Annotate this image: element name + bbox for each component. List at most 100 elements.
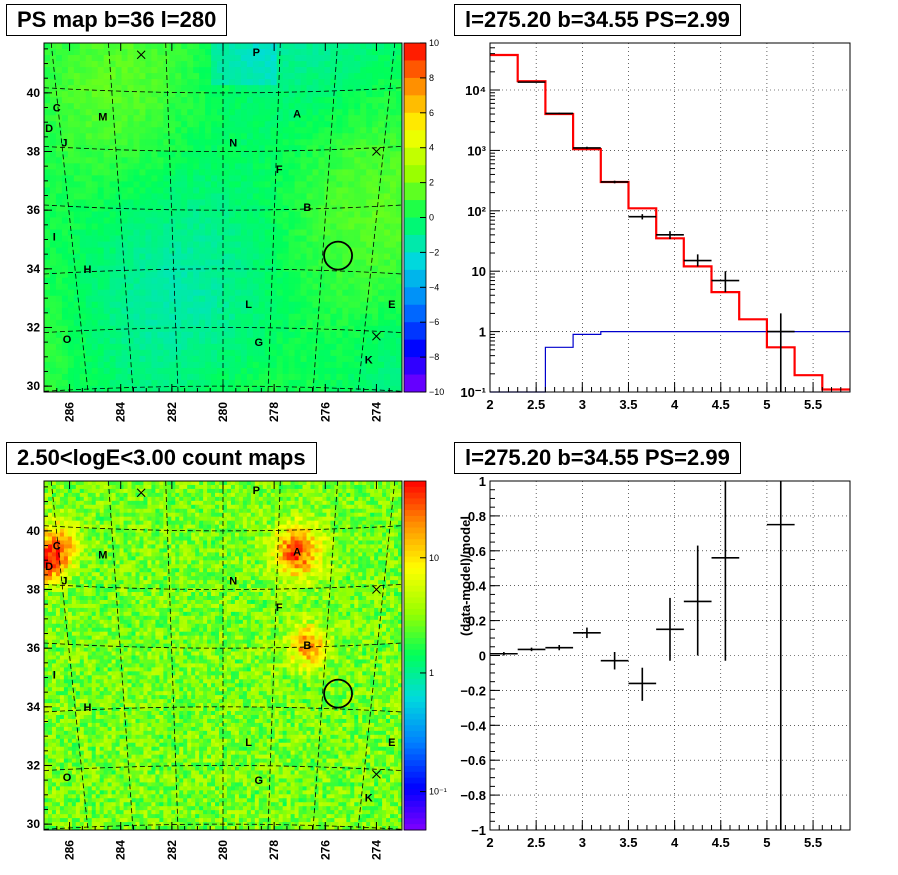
grid-lon-274 (357, 42, 396, 393)
source-label-L: L (245, 299, 252, 311)
x-tick-label: 282 (165, 402, 179, 422)
colorbar-cell (404, 667, 426, 674)
colorbar-cell (404, 95, 426, 114)
source-label-E: E (388, 737, 395, 749)
source-label-L: L (245, 737, 252, 749)
residual-title: l=275.20 b=34.55 PS=2.99 (454, 442, 741, 474)
cross-marker (136, 488, 146, 498)
y-tick-label: −1 (471, 823, 486, 838)
x-tick-label: 3 (579, 397, 586, 412)
colorbar-cell (404, 591, 426, 598)
colorbar-cell (404, 608, 426, 616)
colorbar-cell (404, 112, 426, 131)
colorbar-cell (404, 638, 426, 645)
source-label-J: J (61, 576, 67, 588)
source-label-F: F (276, 164, 283, 176)
source-labels: P A M CDJ N F B I H L E O G K (45, 47, 395, 367)
y-tick-label: 40 (27, 524, 41, 538)
colorbar-cell (404, 539, 426, 546)
y-tick-label: −0.2 (460, 683, 486, 698)
plot-frame (489, 42, 851, 393)
count-map-title: 2.50<logE<3.00 count maps (6, 442, 317, 474)
colorbar-cell (404, 533, 426, 540)
colorbar-cell (404, 800, 426, 808)
colorbar-cell (404, 182, 426, 201)
colorbar-cell (404, 544, 426, 552)
colorbar-tick-label: 10 (429, 38, 439, 48)
source-label-I: I (53, 232, 56, 244)
colorbar-cell (404, 725, 426, 732)
colorbar-cell (404, 707, 426, 715)
model-blue-line (490, 331, 850, 393)
x-tick-label: 278 (267, 840, 281, 860)
colorbar-tick-label: −4 (429, 282, 439, 292)
x-tick-label: 2.5 (527, 835, 545, 850)
colorbar-tick-label: 0 (429, 213, 434, 223)
grid-lon-274 (357, 480, 396, 831)
colorbar-cell (404, 742, 426, 750)
colorbar-cell (404, 632, 426, 639)
coordinate-grid (43, 480, 403, 831)
source-label-A: A (293, 108, 301, 120)
colorbar-tick-label: 8 (429, 73, 434, 83)
y-tick-label: 30 (27, 379, 41, 393)
colorbar-cell (404, 217, 426, 236)
colorbar-cell (404, 130, 426, 149)
colorbar-cell (404, 614, 426, 622)
colorbar-cell (404, 783, 426, 790)
colorbar-tick-label: −10 (429, 387, 444, 397)
colorbar-cell (404, 574, 426, 581)
colorbar-cell (404, 754, 426, 761)
x-tick-label: 4.5 (712, 397, 730, 412)
residual-panel: 2 2.5 3 3.5 4 4.5 5 5.5 1 0.8 0.6 0.4 0.2 0 −0.2 −0.4 −0… (458, 474, 851, 850)
colorbar-cell (404, 731, 426, 738)
colorbar-cell (404, 603, 426, 610)
colorbar-cell (404, 269, 426, 288)
selected-region-circle (323, 240, 353, 271)
colorbar-cell (404, 795, 426, 802)
grid-lon-282 (165, 480, 179, 831)
cross-marker (372, 147, 381, 156)
x-tick-label: 284 (114, 402, 128, 422)
x-tick-label: 2 (486, 835, 493, 850)
x-tick-label: 3.5 (619, 835, 637, 850)
x-tick-label: 276 (318, 402, 332, 422)
y-tick-label: 10⁴ (465, 83, 486, 98)
y-tick-label: 10⁻¹ (460, 385, 486, 400)
x-tick-label: 4.5 (712, 835, 730, 850)
source-label-F: F (276, 602, 283, 614)
colorbar-cell (404, 748, 426, 755)
source-label-K: K (365, 793, 373, 805)
x-tick-label: 2 (486, 397, 493, 412)
colorbar-cell (404, 550, 426, 558)
source-label-O: O (63, 334, 72, 346)
colorbar-tick-label: 6 (429, 108, 434, 118)
colorbar-cell (404, 556, 426, 563)
y-tick-label: 38 (27, 583, 41, 597)
x-tick-label: 3.5 (619, 397, 637, 412)
y-tick-label: 38 (27, 145, 41, 159)
colorbar-cell (404, 649, 426, 656)
y-tick-label: 0.8 (468, 509, 486, 524)
grid-lon-284 (108, 480, 134, 831)
grid-lon-284 (108, 42, 134, 393)
y-tick-label: 36 (27, 203, 41, 217)
spectrum-title: l=275.20 b=34.55 PS=2.99 (454, 4, 741, 36)
x-tick-label: 282 (165, 840, 179, 860)
colorbar-cell (404, 498, 426, 505)
colorbar-cell (404, 357, 426, 376)
x-tick-label: 284 (114, 840, 128, 860)
colorbar-cell (404, 713, 426, 720)
y-tick-label: 0.4 (468, 579, 487, 594)
source-label-D: D (45, 561, 53, 573)
colorbar-cell (404, 521, 426, 529)
cross-marker (372, 585, 381, 594)
colorbar-frame (403, 480, 427, 831)
model-red-line (490, 53, 850, 391)
colorbar-cell (404, 626, 426, 633)
x-tick-label: 2.5 (527, 397, 545, 412)
spectrum-panel: 2 2.5 3 3.5 4 4.5 5 5.5 10⁻¹ 1 10 10² 10³ 10⁴ (460, 42, 851, 412)
ps-map-title: PS map b=36 l=280 (6, 4, 228, 36)
source-label-M: M (98, 549, 107, 561)
